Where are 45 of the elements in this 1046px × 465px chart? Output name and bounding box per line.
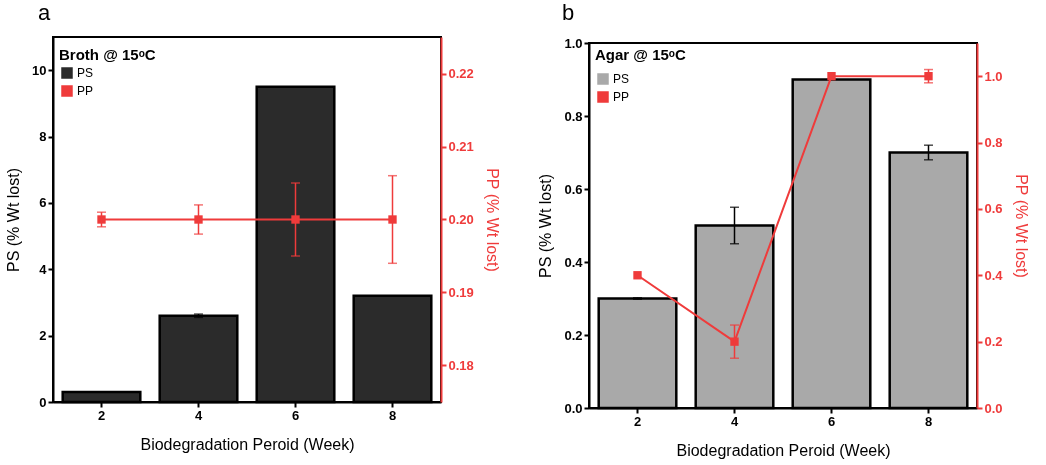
x-tick-label: 8 bbox=[388, 407, 397, 423]
x-axis-title: Biodegradation Peroid (Week) bbox=[676, 441, 891, 459]
y2-tick-label: 0.4 bbox=[984, 267, 1004, 283]
y-tick-label: 2 bbox=[39, 328, 47, 344]
y2-tick-label: 0.6 bbox=[984, 201, 1003, 217]
y-tick-label: 0.4 bbox=[564, 254, 584, 270]
y-tick-label: 0.8 bbox=[564, 108, 583, 124]
y-tick-label: 10 bbox=[32, 62, 47, 78]
y-tick-label: 6 bbox=[39, 195, 47, 211]
y2-tick-label: 0.2 bbox=[984, 334, 1003, 350]
y2-tick-label: 0.8 bbox=[984, 135, 1003, 151]
y2-tick-label: 0.18 bbox=[448, 358, 474, 373]
legend-label: PS bbox=[613, 72, 630, 86]
x-tick-label: 8 bbox=[924, 413, 933, 429]
text: b bbox=[562, 0, 575, 26]
y-tick-label: 8 bbox=[39, 129, 47, 145]
y-tick-label: 0.0 bbox=[564, 400, 583, 416]
x-tick-label: 6 bbox=[291, 407, 300, 423]
y2-tick-label: 0.19 bbox=[448, 285, 474, 300]
y2-tick-label: 0.22 bbox=[448, 66, 474, 81]
x-tick-label: 2 bbox=[633, 413, 642, 429]
text: Broth @ 15ᵒC bbox=[59, 46, 156, 63]
y-axis-title: PS (% Wt lost) bbox=[5, 167, 23, 273]
legend-label: PP bbox=[77, 84, 94, 98]
x-tick-label: 6 bbox=[827, 413, 836, 429]
y2-tick-label: 1.0 bbox=[984, 68, 1003, 84]
x-tick-label: 4 bbox=[194, 407, 203, 423]
legend-label: PP bbox=[613, 90, 630, 104]
x-tick-label: 2 bbox=[97, 407, 106, 423]
x-tick-label: 4 bbox=[730, 413, 739, 429]
y2-tick-label: 0.21 bbox=[448, 139, 474, 154]
y2-tick-label: 0.0 bbox=[984, 400, 1003, 416]
y-tick-label: 4 bbox=[39, 261, 48, 277]
y-tick-label: 0.2 bbox=[564, 327, 583, 343]
y-tick-label: 1.0 bbox=[564, 35, 583, 51]
y2-tick-label: 0.20 bbox=[448, 212, 474, 227]
y2-axis-title: PP (% Wt lost) bbox=[483, 168, 501, 272]
y-tick-label: 0 bbox=[39, 394, 47, 410]
y-tick-label: 0.6 bbox=[564, 181, 583, 197]
x-axis-title: Biodegradation Peroid (Week) bbox=[140, 435, 355, 453]
y-axis-title: PS (% Wt lost) bbox=[537, 173, 555, 279]
text: a bbox=[38, 0, 51, 26]
y2-axis-title: PP (% Wt lost) bbox=[1012, 174, 1030, 278]
chart-title: Agar @ 15ᵒC bbox=[595, 46, 686, 63]
legend-label: PS bbox=[77, 66, 94, 80]
